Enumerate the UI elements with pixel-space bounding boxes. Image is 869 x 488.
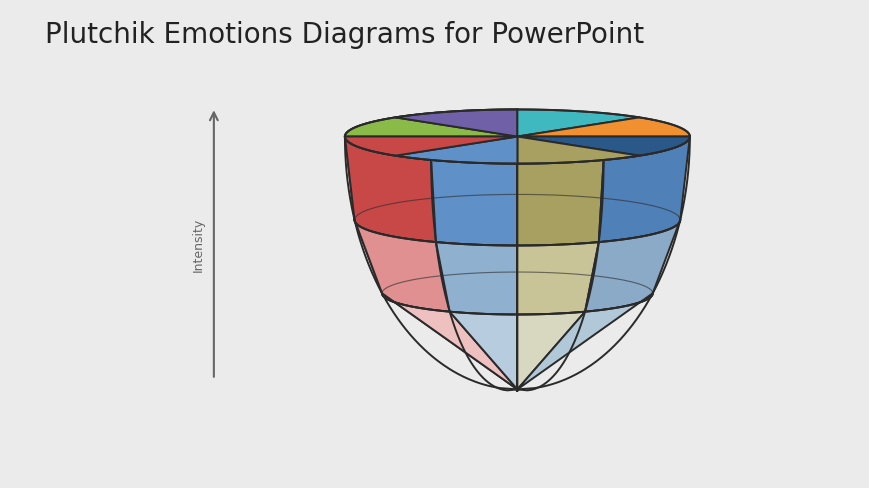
Polygon shape (344, 137, 435, 243)
Polygon shape (431, 161, 517, 246)
Polygon shape (517, 110, 639, 137)
Polygon shape (344, 110, 517, 221)
Polygon shape (381, 294, 517, 389)
Polygon shape (395, 137, 517, 164)
Polygon shape (517, 161, 603, 246)
Polygon shape (517, 312, 584, 389)
Polygon shape (584, 221, 680, 312)
Polygon shape (355, 221, 449, 312)
Polygon shape (435, 243, 517, 315)
Polygon shape (381, 272, 517, 389)
Polygon shape (449, 312, 517, 389)
Text: Intensity: Intensity (191, 217, 204, 271)
Polygon shape (344, 137, 517, 156)
Polygon shape (344, 118, 517, 137)
Polygon shape (517, 137, 639, 164)
Text: Plutchik Emotions Diagrams for PowerPoint: Plutchik Emotions Diagrams for PowerPoin… (44, 21, 643, 49)
Polygon shape (395, 110, 517, 137)
Polygon shape (355, 195, 517, 294)
Polygon shape (517, 137, 689, 156)
Polygon shape (517, 243, 598, 315)
Polygon shape (517, 118, 689, 137)
Polygon shape (517, 294, 652, 389)
Polygon shape (598, 137, 689, 243)
